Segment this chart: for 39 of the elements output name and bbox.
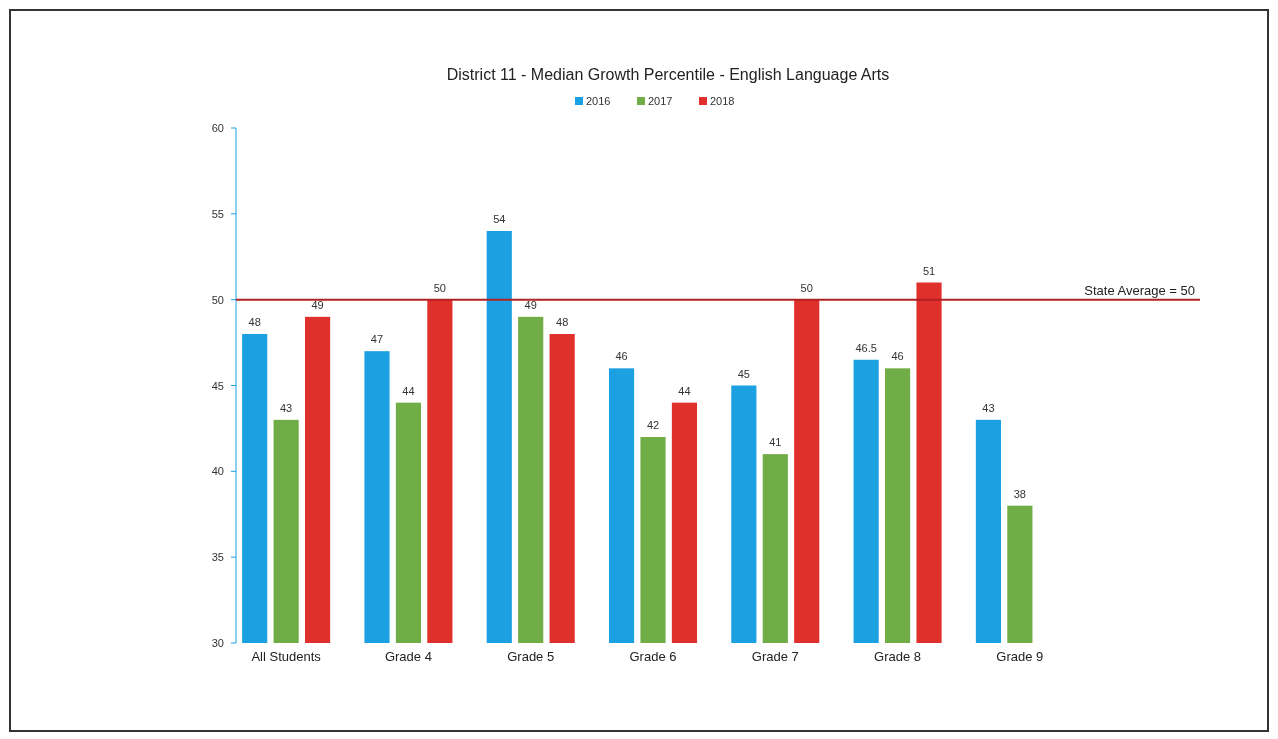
data-label: 46 [891,350,904,363]
x-tick-label: Grade 4 [384,649,432,664]
y-tick-label: 35 [211,551,224,564]
y-tick-label: 30 [211,637,224,649]
data-label: 46.5 [855,341,877,354]
x-tick-label: Grade 6 [629,649,677,664]
data-label: 43 [280,401,293,414]
data-label: 47 [370,333,384,346]
legend-label: 2018 [710,95,735,107]
y-tick-label: 40 [211,465,224,478]
y-tick-label: 55 [211,207,224,220]
data-label: 44 [402,384,415,397]
legend-label: 2016 [586,95,611,107]
data-label: 48 [556,316,569,328]
x-tick-label: Grade 8 [874,649,922,664]
data-label: 46 [615,350,628,363]
data-label: 45 [737,367,750,380]
y-tick-label: 60 [211,122,224,134]
data-label: 41 [769,436,782,449]
x-tick-label: Grade 7 [751,649,799,664]
y-tick-label: 50 [211,293,224,306]
data-label: 49 [524,298,537,311]
data-label: 43 [982,401,995,414]
data-label: 44 [678,384,691,397]
data-label: 48 [248,316,261,328]
data-label: 49 [311,298,324,311]
data-label: 38 [1013,487,1026,500]
legend-label: 2017 [648,95,673,107]
data-label: 51 [922,264,936,277]
data-label: 42 [646,419,660,431]
data-label: 50 [800,281,813,294]
ref-line-label: State Average = 50 [1084,282,1195,298]
x-tick-label: All Students [251,649,322,664]
data-label: 50 [433,281,446,294]
x-tick-label: Grade 9 [996,649,1044,664]
data-label: 54 [493,213,506,225]
chart-title: District 11 - Median Growth Percentile - English Language Arts [446,66,890,83]
y-tick-label: 45 [211,379,224,392]
x-tick-label: Grade 5 [507,649,555,664]
